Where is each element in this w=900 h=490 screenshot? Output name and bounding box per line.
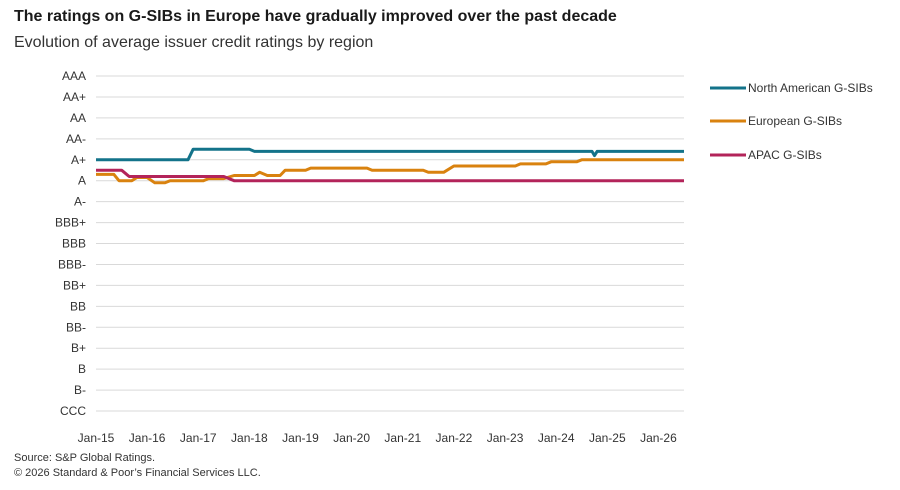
y-tick-label: B (78, 362, 86, 376)
y-tick-label: BBB+ (55, 216, 86, 230)
x-tick-label: Jan-22 (436, 431, 473, 445)
x-tick-label: Jan-24 (538, 431, 575, 445)
y-tick-label: BB (70, 299, 86, 313)
x-axis-tick-labels: Jan-15 Jan-16 Jan-17 Jan-18 Jan-19 Jan-20 Jan-… (78, 431, 677, 445)
y-tick-label: B- (74, 383, 86, 397)
x-tick-label: Jan-21 (384, 431, 421, 445)
source-note: Source: S&P Global Ratings. (14, 452, 156, 464)
y-tick-label: A- (74, 195, 86, 209)
ratings-line-chart: CCCB-BB+BB-BBBB+BBB-BBBBBB+A-AA+AA-AAAA+… (55, 69, 873, 445)
x-tick-label: Jan-15 (78, 431, 115, 445)
y-axis-tick-labels: CCCB-BB+BB-BBBB+BBB-BBBBBB+A-AA+AA-AAAA+… (55, 69, 86, 418)
y-tick-label: B+ (71, 341, 86, 355)
y-tick-label: BB- (66, 320, 86, 334)
series-line-europe (96, 158, 684, 185)
x-tick-label: Jan-17 (180, 431, 217, 445)
legend-label: European G-SIBs (748, 114, 842, 128)
x-tick-label: Jan-23 (487, 431, 524, 445)
y-tick-label: CCC (60, 404, 86, 418)
copyright-note: © 2026 Standard & Poor’s Financial Servi… (14, 467, 261, 479)
y-tick-label: AA (70, 111, 86, 125)
series-lines (96, 147, 684, 185)
legend: North American G-SIBs European G-SIBs APAC… (710, 81, 873, 162)
legend-label: North American G-SIBs (748, 81, 873, 95)
x-tick-label: Jan-16 (129, 431, 166, 445)
y-tick-label: BBB (62, 237, 86, 251)
y-tick-label: AA- (66, 132, 86, 146)
y-tick-label: A (78, 174, 86, 188)
x-tick-label: Jan-26 (640, 431, 677, 445)
x-tick-label: Jan-18 (231, 431, 268, 445)
series-line-north_america (96, 147, 684, 162)
x-tick-label: Jan-19 (282, 431, 319, 445)
y-tick-label: AA+ (63, 90, 86, 104)
x-tick-label: Jan-20 (333, 431, 370, 445)
chart-title: The ratings on G-SIBs in Europe have gra… (14, 8, 617, 25)
legend-label: APAC G-SIBs (748, 148, 822, 162)
x-tick-label: Jan-25 (589, 431, 626, 445)
series-line-apac (96, 168, 684, 183)
y-tick-label: AAA (62, 69, 86, 83)
y-tick-label: BB+ (63, 278, 86, 292)
gridlines (96, 75, 684, 412)
y-tick-label: A+ (71, 153, 86, 167)
y-tick-label: BBB- (58, 257, 86, 271)
chart-subtitle: Evolution of average issuer credit ratin… (14, 34, 374, 51)
